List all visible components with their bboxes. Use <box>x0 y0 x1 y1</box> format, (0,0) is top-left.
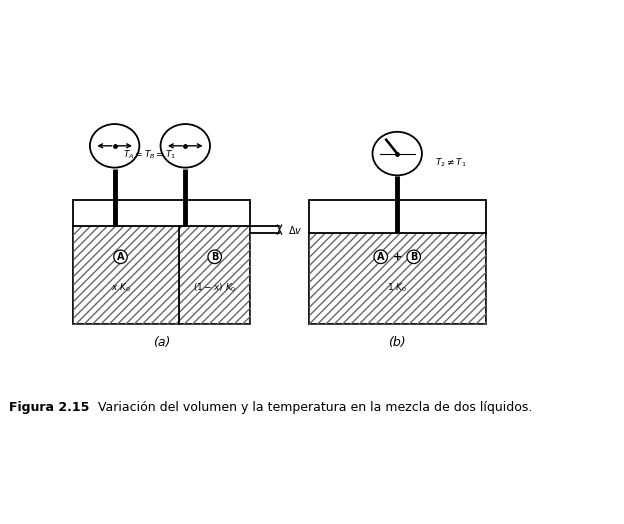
Text: $x\ K_0$: $x\ K_0$ <box>110 282 130 294</box>
Bar <box>309 234 485 324</box>
Bar <box>74 226 179 324</box>
Text: $\Delta v$: $\Delta v$ <box>288 224 303 236</box>
Circle shape <box>90 124 139 168</box>
Text: A: A <box>377 252 384 262</box>
Text: $1\ K_0$: $1\ K_0$ <box>387 282 407 294</box>
Bar <box>309 200 485 324</box>
Text: $(1-x)\ K_0$: $(1-x)\ K_0$ <box>193 282 236 294</box>
Circle shape <box>160 124 210 168</box>
Text: (a): (a) <box>153 336 170 349</box>
Text: Figura 2.15: Figura 2.15 <box>9 401 89 413</box>
Text: Variación del volumen y la temperatura en la mezcla de dos líquidos.: Variación del volumen y la temperatura e… <box>94 401 532 413</box>
Text: B: B <box>211 252 218 262</box>
Bar <box>179 226 250 324</box>
Circle shape <box>373 132 422 176</box>
Text: $T_A=T_B=T_1$: $T_A=T_B=T_1$ <box>124 148 177 161</box>
Text: B: B <box>410 252 417 262</box>
Text: $T_2\neq T_1$: $T_2\neq T_1$ <box>436 156 467 169</box>
Text: +: + <box>392 252 402 262</box>
Text: A: A <box>117 252 124 262</box>
Text: (b): (b) <box>388 336 406 349</box>
Bar <box>74 200 250 324</box>
